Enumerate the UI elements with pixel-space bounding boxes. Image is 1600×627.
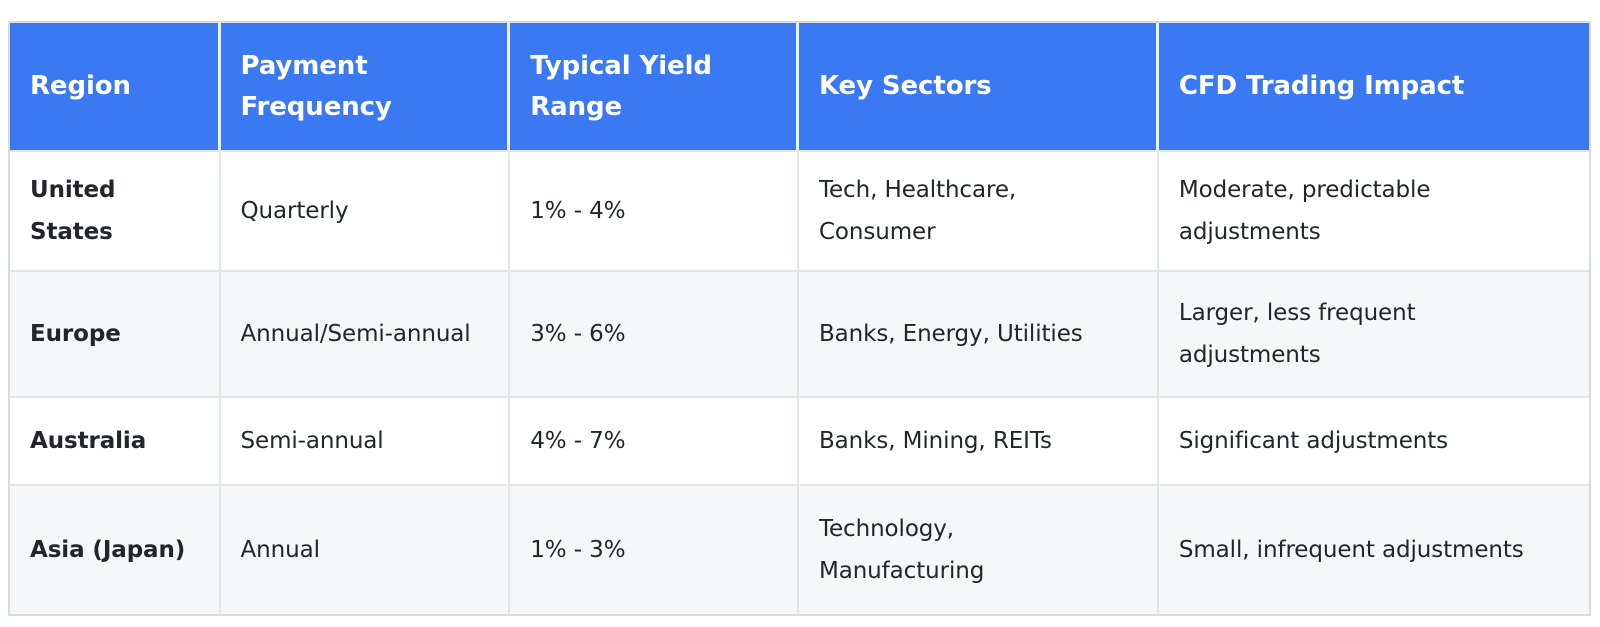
dividend-comparison-table: Region Payment Frequency Typical Yield R… xyxy=(10,23,1589,614)
cell-key-sectors: Technology, Manufacturing xyxy=(798,484,1159,614)
cell-region: Europe xyxy=(10,270,221,396)
cell-yield-range: 1% - 3% xyxy=(510,484,799,614)
cell-payment-frequency: Semi-annual xyxy=(220,396,511,484)
cell-cfd-impact: Significant adjustments xyxy=(1158,396,1589,484)
header-row: Region Payment Frequency Typical Yield R… xyxy=(10,23,1589,150)
cell-yield-range: 1% - 4% xyxy=(510,150,799,270)
cell-region: United States xyxy=(10,150,221,270)
cell-cfd-impact: Moderate, predictable adjustments xyxy=(1158,150,1589,270)
table-row: Australia Semi-annual 4% - 7% Banks, Min… xyxy=(10,396,1589,484)
header-cell-key-sectors: Key Sectors xyxy=(798,23,1159,150)
cell-cfd-impact: Larger, less frequent adjustments xyxy=(1158,270,1589,396)
cell-key-sectors: Banks, Energy, Utilities xyxy=(798,270,1159,396)
cell-cfd-impact: Small, infrequent adjustments xyxy=(1158,484,1589,614)
header-cell-yield-range: Typical Yield Range xyxy=(510,23,799,150)
cell-region: Australia xyxy=(10,396,221,484)
cell-yield-range: 3% - 6% xyxy=(510,270,799,396)
table-container: Region Payment Frequency Typical Yield R… xyxy=(8,21,1591,616)
header-cell-payment-frequency: Payment Frequency xyxy=(220,23,511,150)
cell-key-sectors: Tech, Healthcare, Consumer xyxy=(798,150,1159,270)
cell-yield-range: 4% - 7% xyxy=(510,396,799,484)
table-row: Europe Annual/Semi-annual 3% - 6% Banks,… xyxy=(10,270,1589,396)
cell-region: Asia (Japan) xyxy=(10,484,221,614)
header-cell-cfd-impact: CFD Trading Impact xyxy=(1158,23,1589,150)
cell-key-sectors: Banks, Mining, REITs xyxy=(798,396,1159,484)
cell-payment-frequency: Quarterly xyxy=(220,150,511,270)
table-row: Asia (Japan) Annual 1% - 3% Technology, … xyxy=(10,484,1589,614)
header-cell-region: Region xyxy=(10,23,221,150)
cell-payment-frequency: Annual/Semi-annual xyxy=(220,270,511,396)
cell-payment-frequency: Annual xyxy=(220,484,511,614)
table-row: United States Quarterly 1% - 4% Tech, He… xyxy=(10,150,1589,270)
